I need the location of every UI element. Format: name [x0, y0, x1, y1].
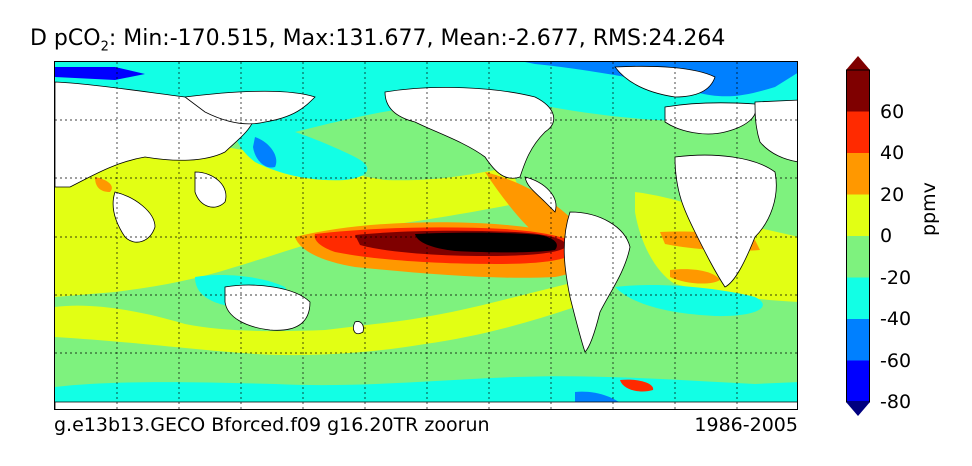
colorbar-segment [846, 194, 870, 236]
land-australia [224, 284, 311, 331]
land-antarctica [55, 401, 797, 409]
colorbar [846, 56, 870, 416]
contour-arabian-orange [95, 177, 112, 192]
date-range-label: 1986-2005 [694, 414, 798, 436]
colorbar-segment [846, 111, 870, 153]
land-siberia [183, 90, 316, 125]
colorbar-segment [846, 236, 870, 278]
land-africa [674, 154, 777, 288]
contour-south-red [620, 379, 654, 392]
contour-satl-orange [670, 269, 720, 284]
contour-satl-cyan [615, 285, 763, 317]
land-europe [664, 102, 757, 135]
colorbar-segment [846, 277, 870, 319]
colorbar-tick-label: 0 [880, 225, 893, 247]
colorbar-tick-label: -40 [880, 308, 912, 330]
contour-tropical-yellow [55, 140, 525, 297]
contour-japan-blue [253, 137, 277, 168]
colorbar-segment [846, 360, 870, 402]
colorbar-segment [846, 70, 870, 112]
land-masses [55, 65, 797, 409]
colorbar-segment [846, 319, 870, 361]
title-subscript: 2 [100, 39, 109, 55]
land-south-america [563, 211, 631, 353]
land-north-america [384, 87, 555, 179]
contour-bering-blue [55, 67, 145, 80]
colorbar-under-triangle [846, 402, 870, 416]
colorbar-tick-label: -60 [880, 349, 912, 372]
colorbar-over-triangle [846, 56, 870, 70]
world-map [54, 61, 798, 410]
contour-eqpac-max [415, 232, 557, 253]
colorbar-segment [846, 153, 870, 195]
title-prefix: D pCO [30, 26, 101, 51]
colorbar-tick-label: -20 [880, 266, 912, 289]
colorbar-tick-label: -80 [880, 391, 912, 413]
contour-south-yellow [55, 282, 575, 356]
land-india [112, 191, 156, 243]
contour-indian-yellow [55, 160, 110, 272]
colorbar-segments [846, 69, 870, 403]
colorbar-unit-label: ppmv [918, 182, 940, 236]
land-central-america [524, 176, 557, 213]
land-greenland [614, 65, 716, 98]
land-indochina [194, 171, 227, 208]
colorbar-tick-label: 60 [880, 100, 905, 123]
colorbar-tick-label: 20 [880, 183, 905, 206]
map-title: D pCO2: Min:-170.515, Max:131.677, Mean:… [30, 26, 725, 54]
title-suffix: : Min:-170.515, Max:131.677, Mean:-2.677… [108, 26, 726, 51]
run-name-label: g.e13b13.GECO Bforced.f09 g16.20TR zooru… [54, 414, 490, 436]
colorbar-tick-label: 40 [880, 142, 905, 164]
land-asia-east [754, 99, 797, 163]
gridlines [55, 62, 797, 409]
land-newzealand [353, 321, 364, 335]
world-map-svg [55, 62, 797, 409]
